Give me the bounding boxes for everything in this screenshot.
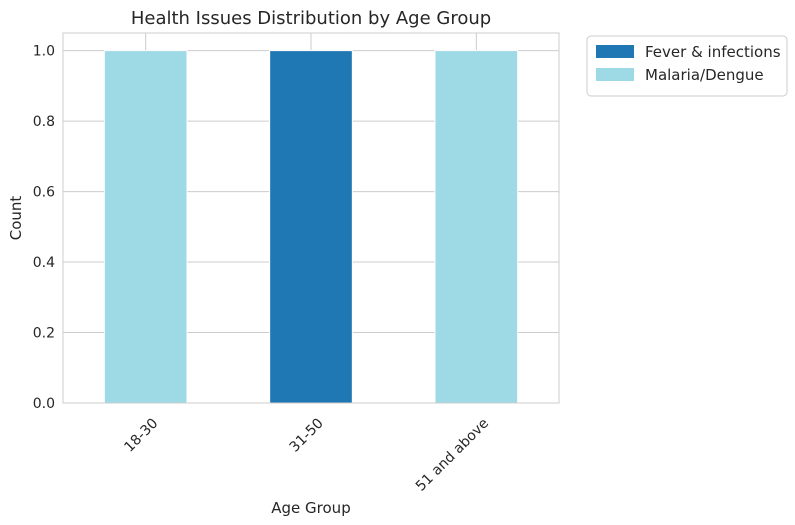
x-tick-label: 18-30 [121, 415, 161, 455]
chart-title: Health Issues Distribution by Age Group [131, 8, 491, 29]
legend-frame [586, 35, 788, 97]
legend-label: Fever & infections [645, 43, 781, 61]
x-axis-label: Age Group [271, 499, 350, 517]
x-tick-label: 31-50 [287, 415, 327, 455]
bar-malaria-dengue-51-and-above [434, 50, 519, 404]
y-tick-label: 1.0 [33, 44, 55, 60]
legend-swatch [596, 68, 634, 81]
y-tick-label: 0.2 [33, 326, 55, 342]
y-tick-label: 0.8 [33, 114, 55, 130]
y-tick-label: 0.0 [33, 396, 55, 412]
x-tick-labels: 18-30 31-50 51 and above [121, 415, 492, 494]
legend-label: Malaria/Dengue [645, 66, 764, 84]
bar-malaria-dengue-18-30 [103, 50, 188, 404]
plot-frame [62, 32, 560, 404]
bars [103, 50, 519, 404]
x-tick-label: 51 and above [413, 415, 492, 494]
legend-swatch [596, 45, 634, 58]
y-axis-label: Count [7, 196, 25, 241]
bar-fever-infections-31-50 [269, 50, 353, 404]
y-tick-label: 0.6 [33, 185, 55, 201]
y-tick-labels: 0.0 0.2 0.4 0.6 0.8 1.0 [33, 44, 55, 412]
y-tick-label: 0.4 [33, 255, 55, 271]
legend: Fever & infections Malaria/Dengue [586, 35, 788, 97]
